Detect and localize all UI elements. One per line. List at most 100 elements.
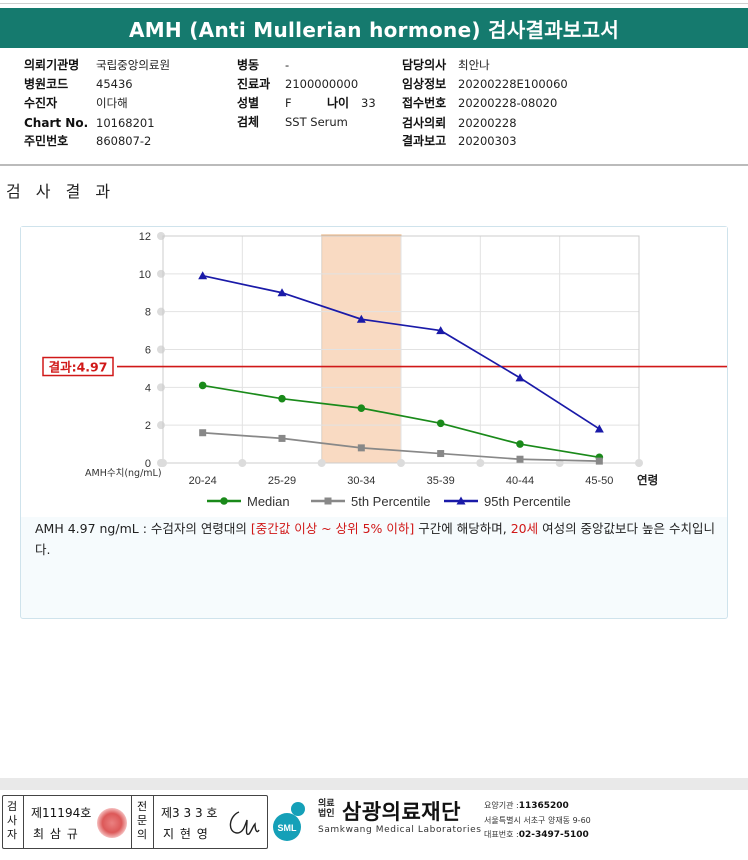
info-value: F	[285, 96, 292, 110]
y-tick-label: 10	[139, 269, 151, 281]
median-data-point	[357, 404, 366, 412]
y-tick-label: 4	[145, 382, 151, 394]
x-tick-label: 20-24	[189, 475, 217, 487]
org-phone-label: 대표번호 :	[484, 830, 519, 839]
y-tick-dot	[157, 383, 165, 392]
result-panel: 0 2 4 6 8 10 12 20-24 25-29 30-34 35-39 40-44 45-50 연…	[20, 226, 728, 619]
age-value: 33	[361, 96, 376, 110]
doctor-license: 제3 3 3 호	[161, 806, 218, 820]
x-tick-dot	[159, 459, 167, 467]
info-row: 의뢰기관명 국립중앙의료원	[24, 56, 170, 74]
info-value: SST Serum	[285, 115, 348, 129]
info-value: 10168201	[96, 116, 155, 130]
x-tick-dot	[397, 459, 405, 467]
info-value: 이다해	[96, 96, 128, 110]
info-label: 주민번호	[24, 134, 69, 148]
info-row: 결과보고 20200303	[402, 132, 517, 150]
5th-percentile-data-point	[357, 444, 365, 452]
org-code-value: 11365200	[518, 801, 569, 811]
median-series-line	[202, 384, 600, 459]
amh-line-chart: 0 2 4 6 8 10 12 20-24 25-29 30-34 35-39 40-44 45-50 연…	[42, 231, 727, 509]
95th-percentile-legend-label: 95th Percentile	[484, 494, 571, 509]
info-row: 검체 SST Serum	[237, 113, 348, 131]
org-phone: 대표번호 :02-3497-5100	[484, 829, 589, 840]
info-value: 최안나	[458, 58, 490, 72]
sml-logo-icon: SML	[273, 802, 305, 841]
comment-text: 여성의 중앙값보다 높은 수치입니다.	[35, 521, 715, 557]
info-value: 20200228-08020	[458, 96, 558, 110]
doctor-label: 전문의	[136, 800, 148, 841]
result-label: 결과:4.97	[49, 360, 108, 375]
95th-percentile-legend-marker	[456, 496, 466, 505]
x-tick-label: 25-29	[268, 475, 296, 487]
y-tick-dot	[157, 269, 165, 278]
info-value: 20200303	[458, 134, 517, 148]
info-row: 주민번호 860807-2	[24, 132, 151, 150]
y-tick-label: 8	[145, 307, 151, 319]
info-label: 검체	[237, 115, 260, 129]
info-value: 20200228E100060	[458, 77, 568, 91]
y-tick-label: 2	[145, 420, 151, 432]
footer-divider	[0, 778, 748, 790]
info-value: 860807-2	[96, 134, 152, 148]
info-value: 20200228	[458, 116, 517, 130]
info-label: 진료과	[237, 77, 271, 91]
95th-percentile-series-line	[202, 274, 600, 430]
info-value: 2100000000	[285, 77, 359, 91]
median-data-point	[198, 381, 207, 390]
95th-percentile-data-point	[277, 288, 287, 297]
95th-percentile-data-point	[594, 424, 604, 433]
median-legend-marker	[220, 497, 228, 505]
5th-percentile-legend-label: 5th Percentile	[351, 494, 431, 509]
tester-label: 검사자	[6, 800, 18, 841]
y-tick-label: 6	[145, 345, 151, 357]
org-code-label: 요양기관 :	[484, 801, 519, 810]
info-row: 접수번호 20200228-08020	[402, 94, 557, 112]
info-value: -	[285, 58, 290, 72]
5th-percentile-data-point	[437, 450, 445, 458]
org-prefix-top: 의료	[318, 799, 335, 809]
x-tick-dot	[635, 459, 643, 467]
info-label: 병동	[237, 58, 260, 72]
95th-percentile-data-point	[356, 314, 366, 323]
info-divider	[0, 164, 748, 166]
info-value: 45436	[96, 77, 133, 91]
info-label: 수진자	[24, 96, 58, 110]
5th-percentile-data-point	[595, 457, 603, 465]
seal-stamp-icon	[97, 808, 127, 838]
signature-box: 검사자 제11194호 최 삼 규 전문의 제3 3 3 호 지 현 영	[2, 795, 268, 849]
info-row: 성별 F 나이 33	[237, 94, 376, 112]
org-english-name: Samkwang Medical Laboratories	[318, 825, 482, 835]
95th-percentile-data-point	[198, 271, 208, 280]
5th-percentile-data-point	[516, 455, 524, 463]
x-tick-label: 30-34	[347, 475, 375, 487]
x-tick-dot	[476, 459, 485, 467]
info-row: 검사의뢰 20200228	[402, 114, 517, 132]
info-label: 접수번호	[402, 96, 447, 110]
x-tick-dot	[317, 459, 326, 467]
org-phone-value: 02-3497-5100	[518, 830, 589, 840]
median-legend-label: Median	[247, 494, 290, 509]
info-row: 임상정보 20200228E100060	[402, 75, 568, 93]
info-value: 국립중앙의료원	[96, 58, 171, 72]
y-tick-dot	[157, 345, 165, 354]
top-rule	[0, 3, 748, 4]
info-label: 의뢰기관명	[24, 58, 80, 72]
y-axis-label: AMH수치(ng/mL)	[85, 467, 162, 479]
y-tick-dot	[157, 421, 165, 430]
info-label: 성별	[237, 96, 260, 110]
section-title: 검 사 결 과	[6, 182, 116, 201]
org-prefix: 의료 법인	[318, 799, 335, 819]
org-name: 삼광의료재단	[342, 800, 461, 824]
signature-icon	[229, 811, 260, 836]
info-label: 담당의사	[402, 58, 447, 72]
info-row: Chart No. 10168201	[24, 114, 155, 132]
patient-info-panel: 의뢰기관명 국립중앙의료원 병원코드 45436 수진자 이다해 Chart No. 1…	[0, 52, 748, 164]
median-data-point	[516, 440, 524, 448]
comment-text: AMH 4.97 ng/mL : 수검자의 연령대의	[35, 521, 251, 536]
info-label: 임상정보	[402, 77, 447, 91]
info-label: 결과보고	[402, 134, 447, 148]
95th-percentile-data-point	[515, 373, 525, 382]
logo-text: SML	[278, 823, 298, 833]
x-tick-label: 45-50	[585, 475, 613, 487]
